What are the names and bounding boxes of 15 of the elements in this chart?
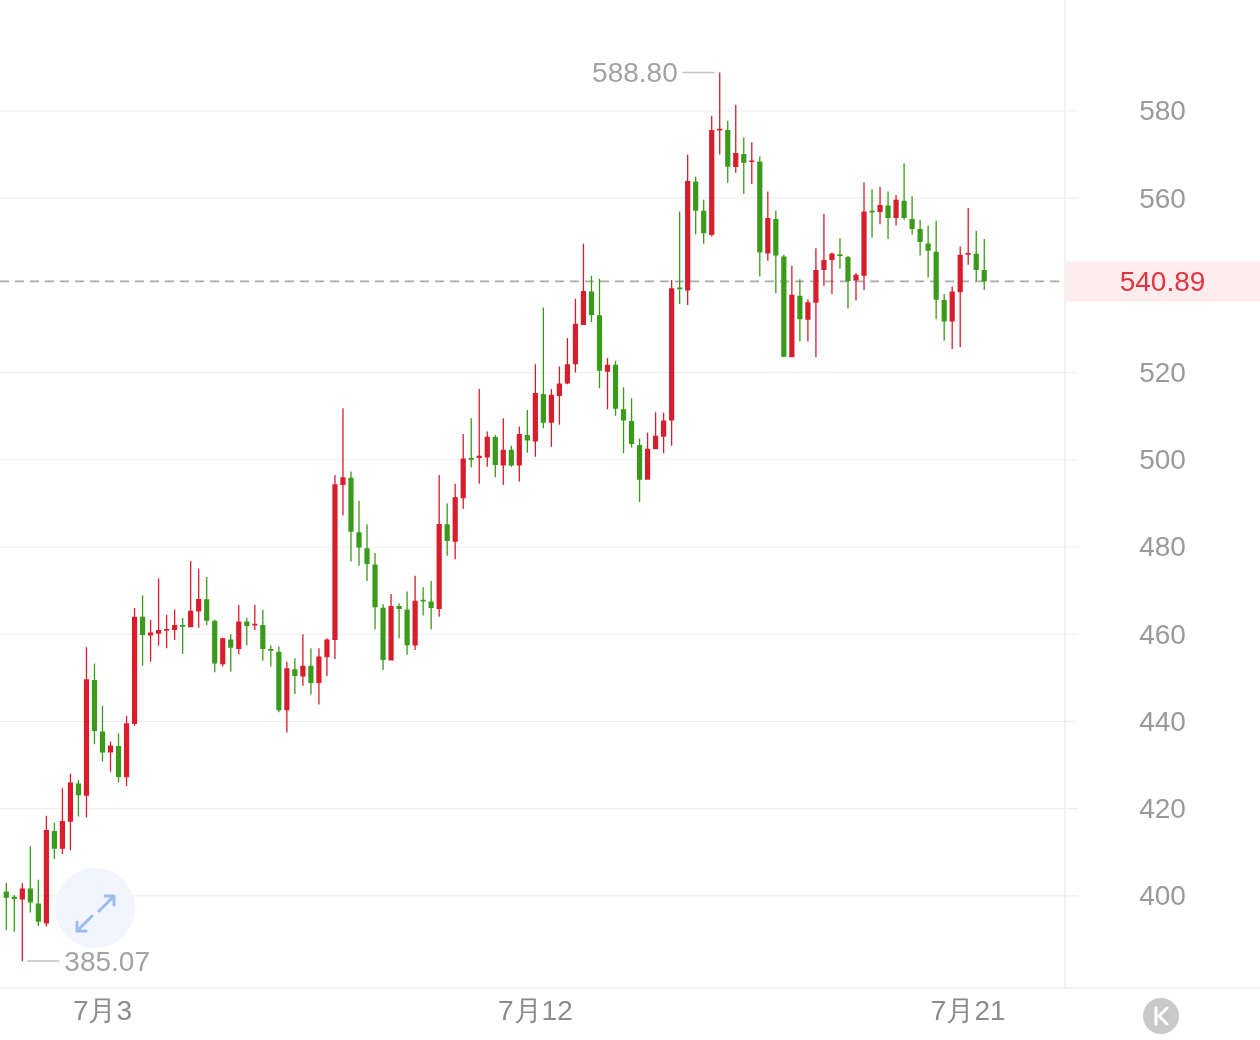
y-tick-label: 400 [1139,880,1186,912]
x-tick-label: 7月21 [930,994,1006,1026]
y-tick-label: 580 [1139,95,1186,127]
x-tick-label: 7月3 [72,994,133,1026]
y-tick-label: 440 [1139,705,1186,737]
y-tick-label: 420 [1139,793,1186,825]
annotation: 385.07 [64,945,150,977]
y-tick-label: 460 [1139,618,1186,650]
y-tick-label: 480 [1139,531,1186,563]
y-tick-label: 520 [1139,357,1186,389]
x-tick-label: 7月12 [498,994,573,1026]
y-tick-label: 560 [1139,182,1186,214]
y-tick-label: 500 [1139,444,1186,476]
annotation: 588.80 [592,56,678,88]
ref-line-label: 540.89 [1119,265,1206,297]
